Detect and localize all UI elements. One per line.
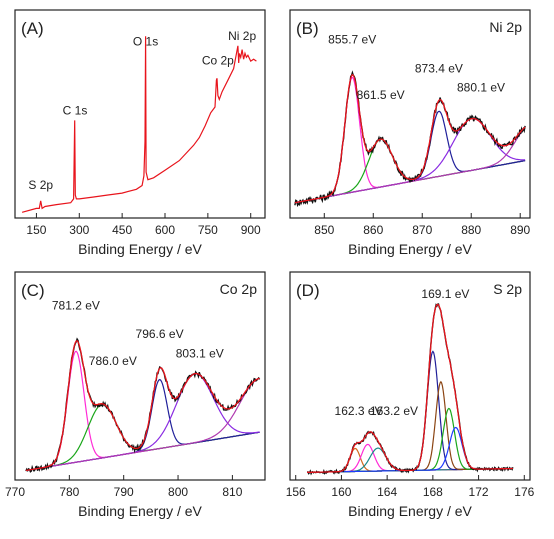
peak-annotation: 781.2 eV: [52, 299, 100, 313]
x-tick-label: 860: [363, 223, 383, 237]
panel-label: (B): [296, 19, 319, 38]
fit-component-line: [307, 407, 513, 473]
x-tick-label: 172: [469, 485, 489, 499]
raw-data-line: [306, 303, 514, 476]
peak-annotation: S 2p: [28, 178, 53, 192]
panel-label: (C): [21, 281, 45, 300]
x-tick-label: 164: [377, 485, 397, 499]
panel-frame: [289, 271, 531, 481]
x-tick-label: 176: [514, 485, 534, 499]
x-tick-label: 870: [412, 223, 432, 237]
peak-annotation: 162.3 eV: [335, 404, 383, 418]
core-level-label: Co 2p: [220, 281, 258, 297]
x-tick-label: 160: [331, 485, 351, 499]
x-axis-title: Binding Energy / eV: [348, 503, 472, 519]
x-tick-label: 900: [241, 223, 261, 237]
panel-b: 850 860 870 880 890 Binding Energy / eV (B) Ni …: [289, 9, 531, 257]
core-level-label: S 2p: [493, 281, 522, 297]
x-axis-title: Binding Energy / eV: [78, 503, 202, 519]
peak-annotation: 861.5 eV: [357, 88, 405, 102]
core-level-label: Ni 2p: [489, 19, 522, 35]
fit-envelope-line: [307, 303, 513, 473]
peak-annotation: 855.7 eV: [328, 33, 376, 47]
fit-envelope-line: [294, 73, 526, 204]
peak-annotation: 163.2 eV: [370, 404, 418, 418]
survey-spectrum-line: [21, 36, 257, 213]
fit-component-line: [294, 76, 526, 204]
fit-component-line: [294, 110, 526, 204]
fit-component-line: [25, 378, 260, 471]
peak-annotation: 873.4 eV: [415, 61, 463, 75]
peak-annotation: 169.1 eV: [421, 287, 469, 301]
panel-frame: [14, 9, 266, 219]
x-tick-label: 600: [155, 223, 175, 237]
fit-envelope-line: [25, 340, 260, 472]
fit-component-line: [25, 373, 260, 471]
panel-label: (D): [296, 281, 320, 300]
x-tick-label: 890: [510, 223, 530, 237]
plot-area: [294, 70, 526, 208]
fit-component-line: [25, 350, 260, 471]
peak-annotation: Ni 2p: [228, 29, 256, 43]
panel-a: 150 300 450 600 750 900 Binding Energy / eV (A)…: [14, 9, 266, 257]
plot-area: [25, 337, 261, 473]
x-tick-label: 800: [168, 485, 188, 499]
x-tick-label: 150: [26, 223, 46, 237]
panel-frame: [14, 271, 266, 481]
peak-annotation: 796.6 eV: [136, 327, 184, 341]
peak-annotation: C 1s: [63, 103, 88, 117]
x-tick-label: 850: [314, 223, 334, 237]
x-axis-title: Binding Energy / eV: [348, 241, 472, 257]
peak-annotation: 880.1 eV: [457, 81, 505, 95]
fit-component-line: [25, 378, 260, 471]
panel-d: 156 160 164 168 172 176 Binding Energy / eV (D)…: [286, 271, 535, 519]
peak-annotation: O 1s: [133, 35, 158, 49]
x-tick-label: 880: [461, 223, 481, 237]
panel-frame: [289, 9, 531, 219]
peak-annotation: 786.0 eV: [89, 354, 137, 368]
fit-component-line: [294, 117, 526, 204]
x-axis-title: Binding Energy / eV: [78, 241, 202, 257]
x-tick-label: 156: [286, 485, 306, 499]
peak-annotation: Co 2p: [202, 54, 234, 68]
x-tick-label: 168: [423, 485, 443, 499]
peak-annotation: 803.1 eV: [176, 346, 224, 360]
x-tick-label: 300: [69, 223, 89, 237]
fit-component-line: [307, 426, 513, 473]
plot-area: [21, 36, 257, 213]
x-tick-label: 770: [5, 485, 25, 499]
plot-area: [306, 303, 514, 476]
x-tick-label: 450: [112, 223, 132, 237]
x-tick-label: 780: [59, 485, 79, 499]
panel-label: (A): [21, 19, 44, 38]
panel-c: 770 780 790 800 810 Binding Energy / eV (C) Co …: [5, 271, 266, 519]
x-tick-label: 750: [198, 223, 218, 237]
x-tick-label: 810: [222, 485, 242, 499]
raw-data-line: [294, 70, 526, 208]
fit-component-line: [307, 380, 513, 473]
x-tick-label: 790: [114, 485, 134, 499]
